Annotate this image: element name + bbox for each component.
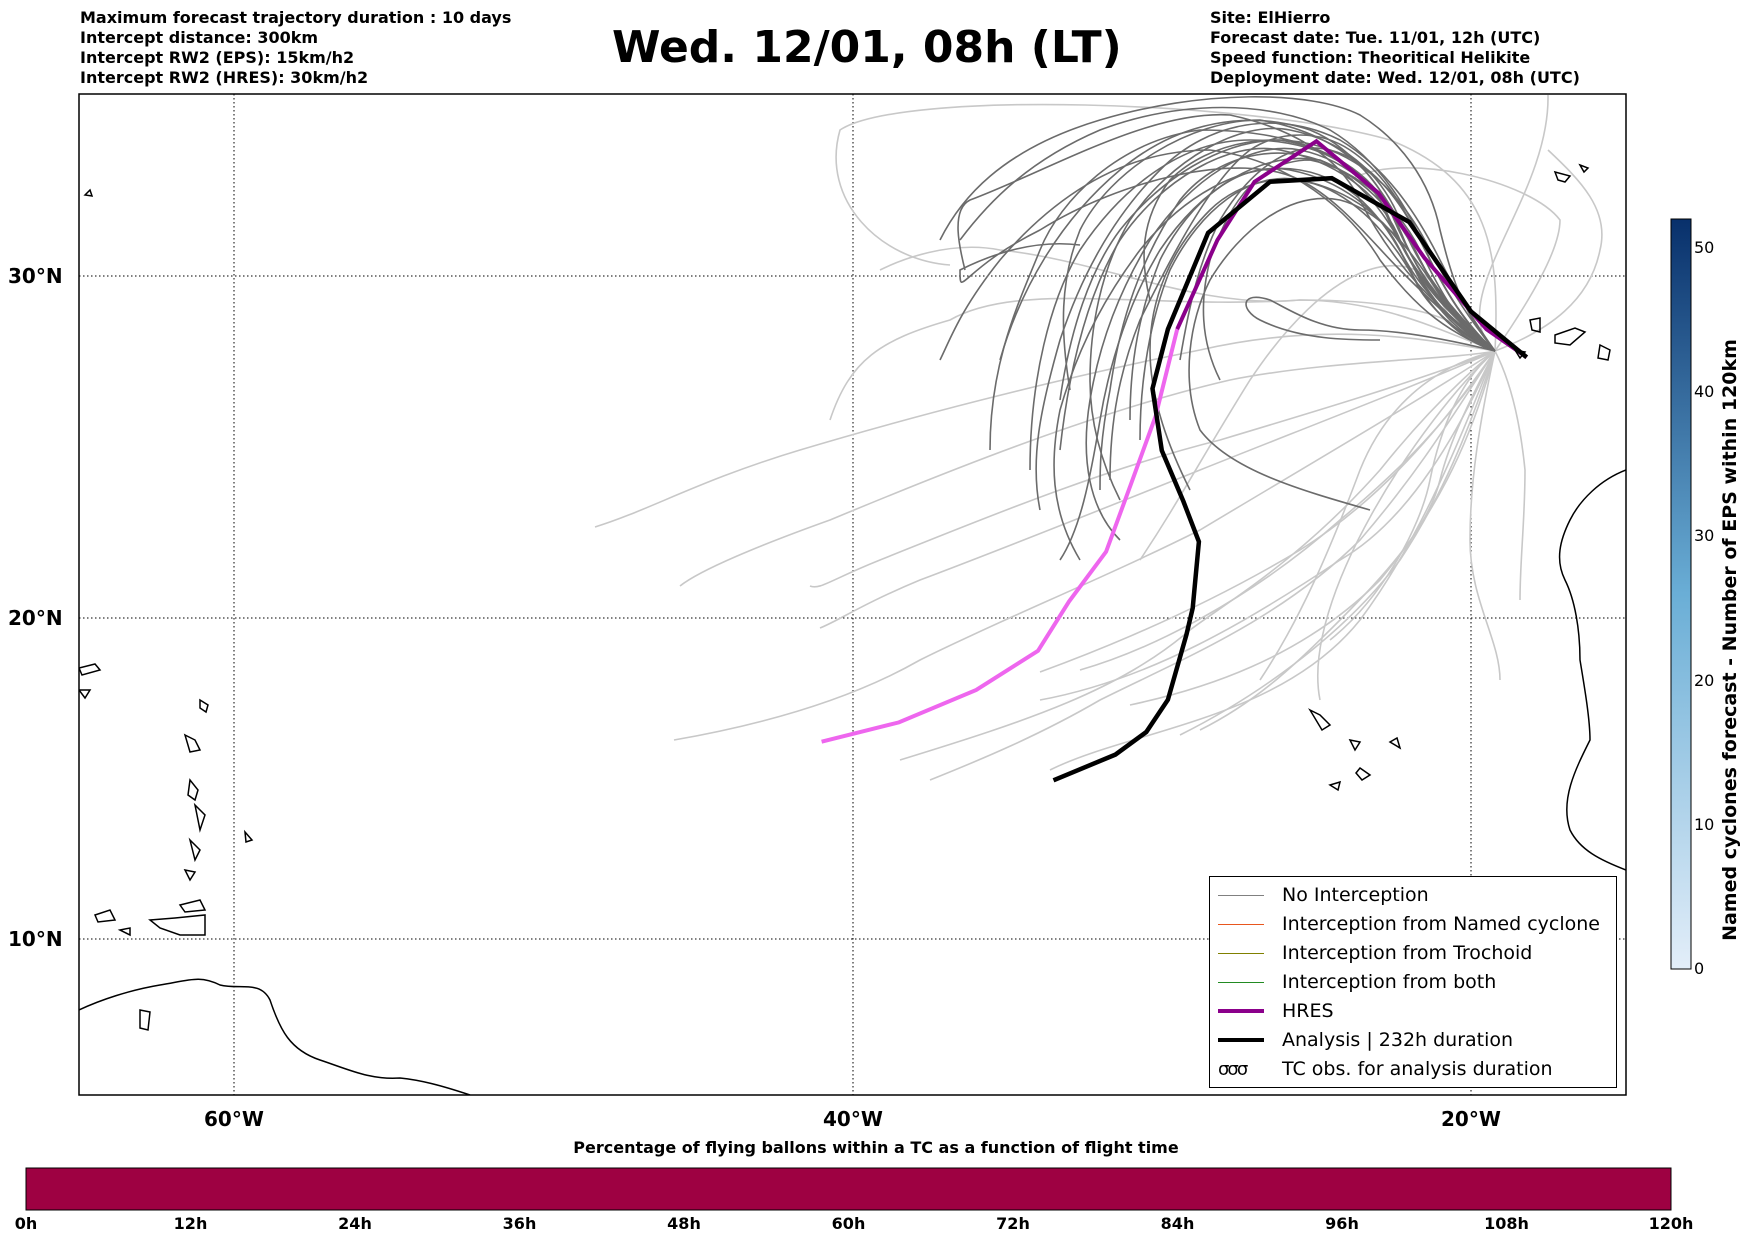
colorbar-tick-label: 0	[1694, 959, 1705, 978]
coast-puerto-rico	[79, 663, 102, 700]
lon-label-20w: 20°W	[1441, 1107, 1501, 1131]
legend-swatch	[1218, 894, 1264, 896]
legend-label: No Interception	[1282, 884, 1429, 906]
legend-item-both: Interception from both	[1218, 968, 1496, 996]
colorbar-tick-label: 10	[1694, 814, 1715, 834]
coast-africa	[1558, 469, 1626, 871]
legend-item-tc-obs: σσσ TC obs. for analysis duration	[1218, 1055, 1553, 1083]
legend-swatch	[1218, 981, 1264, 983]
colorbar-label: Named cyclones forecast - Number of EPS …	[1719, 339, 1741, 941]
header-right-line: Deployment date: Wed. 12/01, 08h (UTC)	[1210, 68, 1580, 87]
legend-swatch	[1218, 923, 1264, 925]
analysis-trajectory	[1052, 175, 1529, 783]
legend-item-hres: HRES	[1218, 997, 1334, 1025]
eps-trajectories-dark	[939, 96, 1496, 561]
time-bar-tick-label: 36h	[502, 1214, 537, 1233]
eps-trajectories-light	[594, 94, 1603, 781]
legend-label: Interception from Trochoid	[1282, 942, 1533, 964]
lat-label-30n: 30°N	[8, 264, 63, 288]
header-left-line: Intercept distance: 300km	[80, 28, 319, 47]
legend-label: HRES	[1282, 1000, 1334, 1022]
time-bar-tick-label: 60h	[831, 1214, 866, 1233]
legend-item-named-cyclone: Interception from Named cyclone	[1218, 910, 1600, 938]
legend-label: Interception from both	[1282, 971, 1497, 993]
lon-label-60w: 60°W	[204, 1107, 264, 1131]
coast-azores-islet	[83, 188, 94, 197]
time-bar-tick-label: 48h	[667, 1214, 701, 1233]
legend-swatch	[1218, 1038, 1264, 1042]
lat-label-20n: 20°N	[8, 606, 63, 630]
header-info-left: Maximum forecast trajectory duration : 1…	[80, 8, 511, 88]
time-bar-tick-label: 96h	[1325, 1214, 1359, 1233]
legend-item-trochoid: Interception from Trochoid	[1218, 939, 1532, 967]
colorbar-tick-label: 50	[1694, 237, 1715, 257]
legend-label: Interception from Named cyclone	[1282, 913, 1600, 935]
coast-venezuela-islands	[93, 909, 151, 1031]
header-left-line: Maximum forecast trajectory duration : 1…	[80, 8, 512, 27]
legend-swatch	[1218, 952, 1264, 954]
header-left-line: Intercept RW2 (HRES): 30km/h2	[80, 68, 369, 87]
coast-south-america	[79, 978, 471, 1095]
cyclone-symbol-icon: σσσ	[1218, 1058, 1248, 1080]
time-bar-tick-label: 24h	[338, 1214, 372, 1233]
page-title: Wed. 12/01, 08h (LT)	[612, 22, 1122, 73]
legend-item-no-interception: No Interception	[1218, 881, 1429, 909]
map-frame	[78, 93, 1627, 1096]
coast-madeira	[1553, 163, 1590, 183]
coast-cape-verde	[1308, 708, 1402, 792]
legend-label: TC obs. for analysis duration	[1282, 1058, 1553, 1080]
coastlines	[79, 163, 1626, 1095]
time-bar-tick-label: 120h	[1648, 1214, 1694, 1233]
legend: No Interception Interception from Named …	[1209, 876, 1617, 1088]
coast-trinidad	[148, 914, 206, 936]
header-right-line: Site: ElHierro	[1210, 8, 1331, 27]
time-bar-tick-label: 0h	[14, 1214, 38, 1233]
coast-lesser-antilles	[178, 698, 254, 913]
hres-trajectory-early	[821, 328, 1180, 744]
time-bar	[25, 1167, 1672, 1211]
lat-label-10n: 10°N	[8, 927, 63, 951]
time-bar-tick-label: 12h	[173, 1214, 208, 1233]
time-bar-tick-label: 108h	[1484, 1214, 1529, 1233]
colorbar-tick-label: 30	[1694, 526, 1715, 546]
legend-swatch	[1218, 1009, 1264, 1013]
colorbar-tick-label: 40	[1694, 382, 1715, 402]
lon-label-40w: 40°W	[823, 1107, 883, 1131]
header-left-line: Intercept RW2 (EPS): 15km/h2	[80, 48, 355, 67]
colorbar	[1670, 218, 1692, 970]
time-bar-tick-label: 84h	[1160, 1214, 1195, 1233]
legend-item-analysis: Analysis | 232h duration	[1218, 1026, 1513, 1054]
time-bar-tick-label: 72h	[996, 1214, 1030, 1233]
header-info-right: Site: ElHierro Forecast date: Tue. 11/01…	[1210, 8, 1580, 88]
legend-label: Analysis | 232h duration	[1282, 1029, 1514, 1051]
header-right-line: Forecast date: Tue. 11/01, 12h (UTC)	[1210, 28, 1541, 47]
header-right-line: Speed function: Theoritical Helikite	[1210, 48, 1531, 67]
time-bar-title: Percentage of flying ballons within a TC…	[573, 1138, 1179, 1157]
coast-canary-islands	[1513, 317, 1611, 361]
colorbar-tick-label: 20	[1694, 670, 1715, 690]
